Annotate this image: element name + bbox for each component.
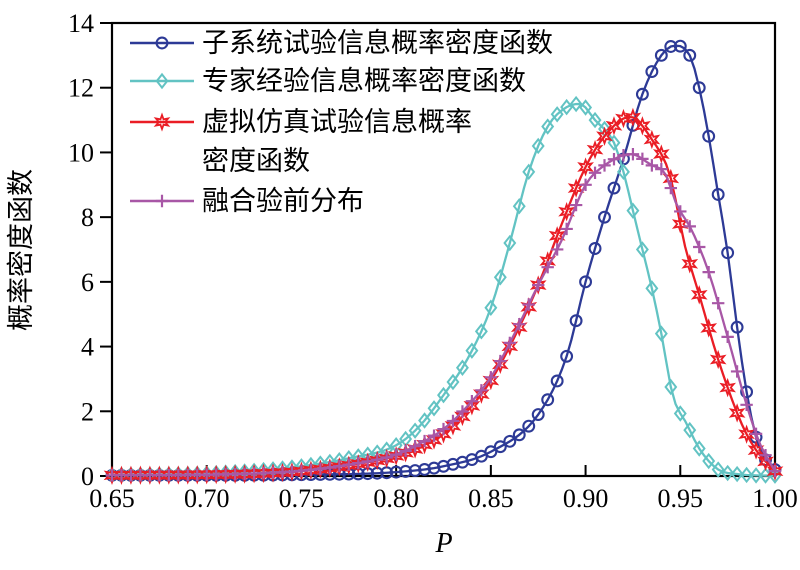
legend-item-1: 专家经验信息概率密度函数 (130, 66, 526, 96)
x-tick-label: 0.85 (468, 484, 514, 513)
plot-frame (110, 21, 777, 478)
x-tick-label: 0.75 (279, 484, 325, 513)
legend-label: 融合验前分布 (202, 186, 364, 216)
legend-item-0: 子系统试验信息概率密度函数 (130, 28, 553, 58)
x-tick-label: 0.80 (373, 484, 419, 513)
legend-label: 虚拟仿真试验信息概率 (202, 107, 472, 137)
x-tick-label: 0.65 (89, 484, 135, 513)
x-tick-label: 0.95 (658, 484, 704, 513)
y-tick-label: 14 (68, 9, 94, 38)
legend-label: 专家经验信息概率密度函数 (202, 66, 526, 96)
legend-item-3: 融合验前分布 (130, 186, 364, 216)
x-tick-label: 1.00 (752, 484, 798, 513)
legend: 子系统试验信息概率密度函数专家经验信息概率密度函数虚拟仿真试验信息概率密度函数融… (130, 28, 553, 216)
y-tick-label: 12 (68, 74, 94, 103)
y-tick-label: 10 (68, 138, 94, 167)
x-axis-title: P (434, 528, 452, 559)
axes: 0.65 0.70 0.75 0.80 0.85 0.90 0.95 1.00 0 2 4 6 8 10 1… (68, 9, 798, 513)
y-axis-title: 概率密度函数 (6, 169, 36, 331)
legend-label: 密度函数 (202, 146, 310, 176)
y-tick-label: 2 (81, 397, 94, 426)
curve-line (111, 102, 776, 477)
legend-label: 子系统试验信息概率密度函数 (202, 28, 553, 58)
x-tick-label: 0.70 (184, 484, 230, 513)
x-tick-label: 0.90 (563, 484, 609, 513)
y-tick-label: 8 (81, 203, 94, 232)
y-tick-label: 6 (81, 268, 94, 297)
series-plus (105, 148, 782, 482)
y-tick-label: 0 (81, 462, 94, 491)
y-tick-label: 4 (81, 333, 94, 362)
series-hexagram (103, 107, 784, 486)
curve-markers (105, 148, 782, 482)
